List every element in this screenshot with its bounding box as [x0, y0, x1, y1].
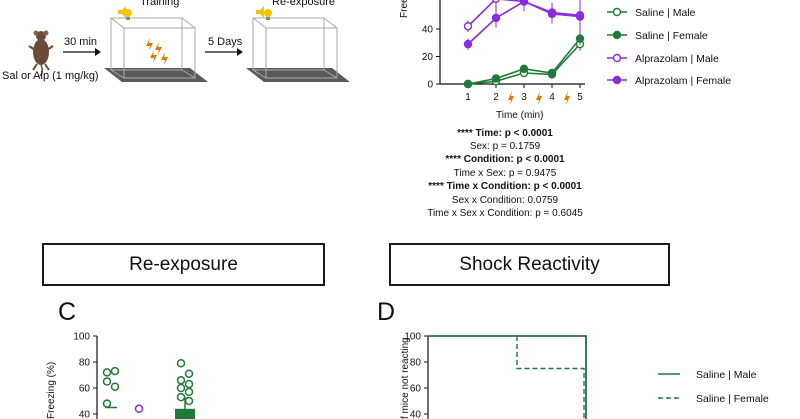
data-point [519, 0, 529, 6]
x-tick-label: 2 [493, 92, 499, 103]
series-line [467, 43, 581, 85]
panel-c-letter: C [58, 298, 77, 326]
reexposure-chamber-icon [246, 17, 350, 82]
y-tick-label: 80 [79, 358, 91, 369]
legend-label: Alprazolam | Male [635, 53, 719, 65]
panel-c-chart: 40 60 80 100 [73, 332, 195, 419]
data-point [102, 377, 112, 386]
data-point [176, 375, 186, 385]
arrow-icon [205, 48, 243, 56]
panel-c-ylabel: Freezing (%) [46, 361, 57, 419]
shock-reactivity-section-box: Shock Reactivity [389, 243, 670, 286]
survival-curve [428, 335, 587, 419]
y-tick-label: 100 [404, 332, 421, 343]
data-point [184, 379, 194, 389]
delay-label: 30 min [64, 36, 98, 48]
stat-line: Sex x Condition: 0.0759 [451, 195, 559, 206]
survival-curve [516, 336, 585, 419]
training-label: Training [140, 0, 180, 8]
legend-label: Alprazolam | Female [635, 75, 731, 87]
panel-d-ylabel: f mice not reacting [400, 337, 411, 419]
data-point [102, 368, 112, 377]
stat-line: Time x Sex: p = 0.9475 [453, 168, 557, 179]
legend-label: Saline | Male [635, 7, 696, 19]
panel-b-xlabel: Time (min) [496, 110, 544, 121]
y-tick-label: 60 [410, 384, 422, 395]
data-point [176, 392, 186, 402]
data-point [547, 9, 557, 19]
stat-line: **** Time x Condition: p < 0.0001 [428, 181, 582, 192]
reexposure-section-box: Re-exposure [42, 243, 325, 286]
legend-marker [612, 30, 622, 40]
y-tick-label: 60 [79, 384, 91, 395]
data-point [184, 396, 194, 406]
y-tick-label: 40 [79, 410, 91, 419]
lightbulb-icon [264, 9, 272, 20]
legend-label: Saline | Female [635, 30, 708, 42]
data-point [491, 0, 501, 3]
panel-d-letter: D [377, 298, 396, 326]
legend-marker [612, 75, 622, 85]
bar [175, 408, 195, 419]
mouse-icon [28, 30, 54, 77]
x-tick-label: 5 [577, 92, 583, 103]
training-chamber-icon [104, 17, 208, 82]
stat-line: **** Condition: p < 0.0001 [445, 154, 565, 165]
data-point [176, 383, 186, 393]
y-tick-label: 40 [422, 25, 434, 36]
reexposure-label: Re-exposure [272, 0, 335, 8]
data-point [176, 359, 186, 368]
y-tick-label: 0 [427, 80, 433, 91]
data-point [519, 64, 529, 74]
data-point [463, 79, 473, 89]
panel-d-chart: 40 60 80 100 Saline | Male Saline | Female [404, 332, 769, 419]
experiment-schematic [28, 6, 350, 82]
y-tick-label: 40 [410, 410, 422, 419]
data-point [110, 382, 120, 391]
y-tick-label: 100 [73, 332, 90, 343]
legend-marker [612, 53, 622, 63]
data-point [575, 12, 585, 21]
section-title: Re-exposure [129, 253, 238, 275]
stat-line: Sex: p = 0.1759 [469, 141, 541, 152]
data-point [110, 366, 120, 376]
shock-icon [536, 91, 542, 105]
delay-label: 5 Days [208, 36, 243, 48]
x-tick-label: 3 [521, 92, 527, 103]
x-tick-label: 1 [465, 92, 471, 103]
speaker-icon [118, 6, 126, 18]
section-title: Shock Reactivity [459, 253, 600, 275]
stat-line: **** Time: p < 0.0001 [457, 128, 553, 139]
data-point [102, 399, 112, 408]
data-point [184, 369, 194, 378]
y-tick-label: 80 [410, 358, 422, 369]
drug-label: Sal or Alp (1 mg/kg) [2, 70, 99, 82]
data-point [547, 68, 557, 78]
speaker-icon [256, 6, 264, 18]
arrow-icon [63, 48, 101, 56]
panel-b-line-chart: 0 20 40 1 2 3 4 5 Saline | Male Saline | Female A… [422, 0, 731, 105]
y-tick-label: 20 [422, 52, 434, 63]
shock-icon [508, 91, 514, 105]
data-point [184, 387, 194, 397]
data-point [491, 74, 501, 83]
legend-marker [612, 7, 622, 17]
data-point [463, 39, 473, 49]
legend-label: Saline | Male [696, 369, 757, 381]
shock-icon [564, 91, 570, 105]
panel-b-ylabel: Freezing [399, 0, 410, 18]
stat-line: Time x Sex x Condition: p = 0.6045 [427, 208, 583, 219]
data-point [134, 404, 144, 414]
data-point [463, 22, 473, 31]
x-tick-label: 4 [549, 92, 555, 103]
survival-curve [428, 335, 587, 419]
legend-label: Saline | Female [696, 393, 769, 405]
data-point [491, 13, 501, 23]
data-point [575, 34, 585, 43]
